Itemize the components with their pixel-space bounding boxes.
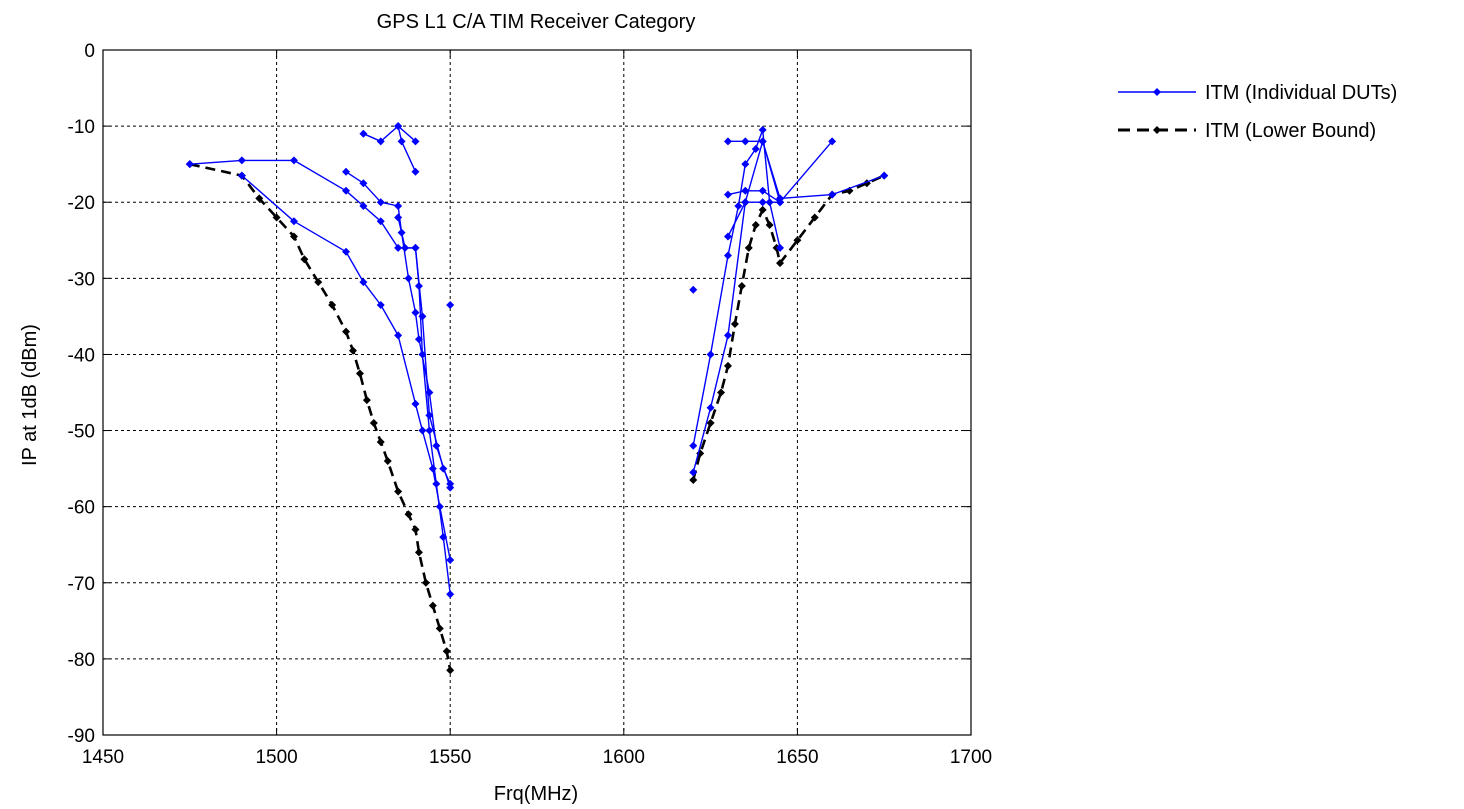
- x-tick-label: 1700: [950, 747, 992, 768]
- x-tick-label: 1500: [255, 747, 297, 768]
- y-tick-label: -10: [68, 117, 95, 138]
- legend-label-lower: ITM (Lower Bound): [1205, 120, 1376, 142]
- y-tick-label: -60: [68, 498, 95, 519]
- x-tick-label: 1600: [603, 747, 645, 768]
- y-tick-label: -40: [68, 345, 95, 366]
- y-tick-label: -30: [68, 269, 95, 290]
- x-tick-label: 1650: [776, 747, 818, 768]
- chart-title: GPS L1 C/A TIM Receiver Category: [377, 11, 696, 33]
- plot-background: [103, 50, 971, 735]
- y-tick-label: -20: [68, 193, 95, 214]
- x-tick-label: 1450: [82, 747, 124, 768]
- y-tick-label: -70: [68, 574, 95, 595]
- x-axis-label: Frq(MHz): [494, 783, 578, 805]
- y-tick-label: -80: [68, 650, 95, 671]
- y-axis-label: IP at 1dB (dBm): [19, 324, 41, 466]
- y-tick-label: 0: [84, 41, 95, 62]
- legend-label-individual: ITM (Individual DUTs): [1205, 82, 1397, 104]
- y-tick-label: -90: [68, 726, 95, 747]
- plot-area: [103, 50, 971, 735]
- x-tick-label: 1550: [429, 747, 471, 768]
- y-tick-label: -50: [68, 422, 95, 443]
